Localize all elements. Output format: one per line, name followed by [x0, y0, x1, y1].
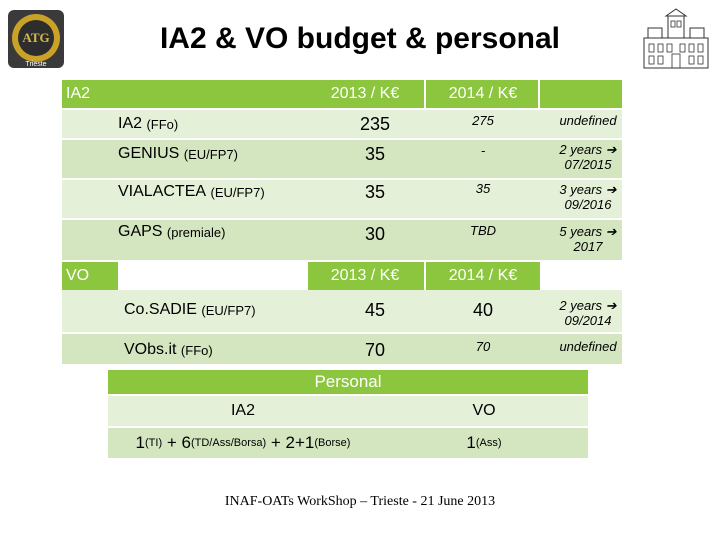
duration: undefined	[559, 112, 617, 128]
ia2-col-2013-header: 2013 / K€	[330, 85, 400, 102]
table-row	[62, 290, 622, 332]
project-name: VIALACTEA (EU/FP7)	[118, 183, 265, 200]
duration: 2 years ➔ 07/2015	[559, 142, 617, 172]
footer-text: INAF-OATs WorkShop – Trieste - 21 June 2…	[224, 494, 496, 509]
personal-row	[108, 428, 588, 458]
header-divider	[538, 80, 540, 108]
observatory-building-icon	[643, 8, 709, 69]
value-2014: 275	[472, 112, 494, 128]
personal-header: Personal	[314, 372, 382, 391]
project-name: GENIUS (EU/FP7)	[118, 145, 238, 162]
value-2013: 35	[364, 143, 386, 164]
value-2013: 45	[364, 299, 386, 320]
vo-section-label: VO	[66, 267, 90, 284]
project-name: Co.SADIE (EU/FP7)	[124, 301, 256, 318]
value-2014: 35	[475, 180, 491, 196]
header-divider	[424, 80, 426, 108]
ia2-col-2014-header: 2014 / K€	[448, 85, 518, 102]
ia2-header-bar	[62, 80, 622, 108]
logo-left-text: Trieste	[25, 61, 46, 68]
table-row	[62, 140, 622, 178]
duration: 2 years ➔ 09/2014	[559, 298, 617, 328]
table-row	[62, 220, 622, 260]
table-row	[62, 334, 622, 364]
value-2013: 35	[364, 181, 386, 202]
vo-col-2014-header: 2014 / K€	[448, 267, 518, 284]
ia2-section-label: IA2	[66, 85, 91, 102]
project-name: IA2 (FFo)	[118, 115, 179, 132]
duration: undefined	[559, 338, 617, 354]
value-2013: 30	[364, 223, 386, 244]
svg-text:ATG: ATG	[22, 30, 49, 45]
value-2014: 70	[475, 338, 491, 354]
value-2014: TBD	[470, 222, 496, 238]
value-2013: 235	[359, 113, 391, 134]
personal-header-bar	[108, 370, 588, 394]
vo-col-2013-header: 2013 / K€	[330, 267, 400, 284]
project-name: VObs.it (FFo)	[124, 341, 213, 358]
project-name: GAPS (premiale)	[118, 223, 226, 240]
duration: 5 years ➔ 2017	[559, 224, 617, 254]
personal-vo-breakdown: 1 (Ass)	[466, 433, 502, 452]
table-row	[62, 110, 622, 138]
personal-ia2-breakdown: 1 (TI) + 6 (TD/Ass/Borsa) + 2+1 (Borse)	[135, 433, 351, 452]
value-2013: 70	[364, 339, 386, 360]
personal-vo-label: VO	[472, 402, 496, 419]
atg-logo: ATG Trieste	[8, 10, 64, 68]
personal-row	[108, 396, 588, 426]
personal-ia2-label: IA2	[230, 402, 255, 419]
value-2014: 40	[472, 299, 494, 320]
table-row	[62, 180, 622, 218]
vo-header-gap	[540, 262, 622, 290]
duration: 3 years ➔ 09/2016	[559, 182, 617, 212]
value-2014: -	[480, 142, 486, 158]
page-title: IA2 & VO budget & personal	[159, 22, 561, 55]
header-divider	[424, 262, 426, 290]
vo-header-gap	[118, 262, 308, 290]
